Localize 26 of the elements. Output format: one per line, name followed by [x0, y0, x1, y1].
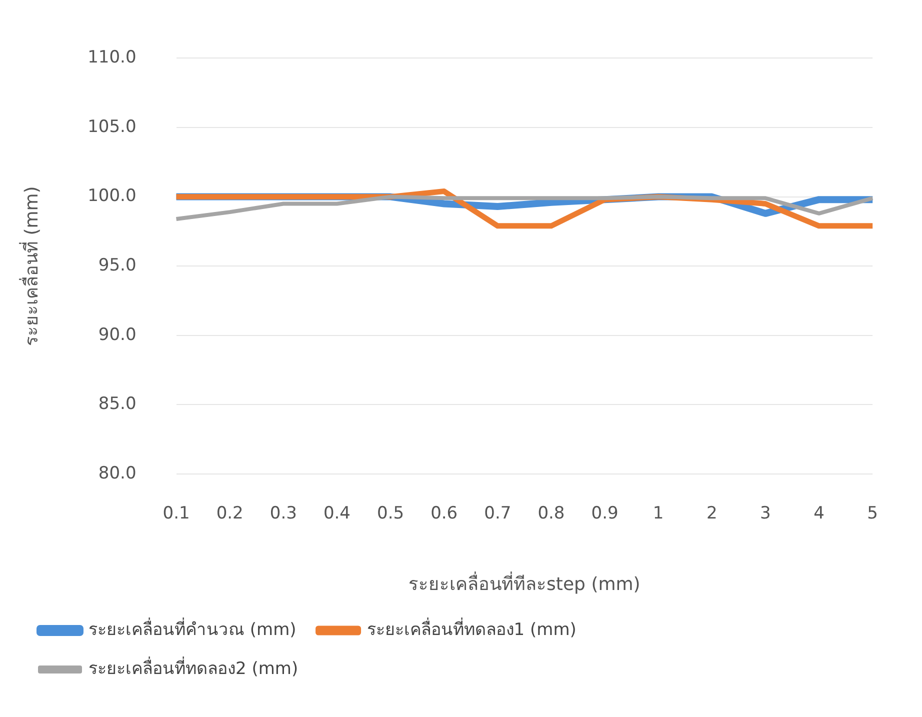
- x-tick-label: 0.4: [323, 504, 350, 524]
- legend-label: ระยะเคลื่อนที่ทดลอง2 (mm): [88, 656, 298, 679]
- x-tick-label: 0.2: [216, 504, 244, 524]
- y-tick-label: 85.0: [98, 394, 136, 414]
- y-tick-label: 105.0: [88, 116, 136, 137]
- x-axis-title: ระยะเคลื่อนที่ทีละstep (mm): [408, 570, 640, 595]
- x-tick-label: 4: [814, 504, 824, 524]
- x-tick-label: 2: [706, 504, 718, 524]
- y-tick-label: 90.0: [98, 324, 136, 345]
- y-tick-label: 80.0: [98, 463, 136, 484]
- x-tick-label: 1: [652, 504, 664, 524]
- y-axis-title: ระยะเคลื่อนที่ (mm): [18, 186, 42, 346]
- x-tick-label: 0.8: [538, 504, 565, 524]
- y-tick-label: 100.0: [88, 186, 136, 206]
- x-tick-label: 0.9: [591, 504, 618, 524]
- x-tick-label: 0.3: [270, 504, 297, 524]
- x-tick-label: 3: [760, 504, 771, 524]
- x-tick-label: 0.1: [162, 504, 190, 524]
- x-tick-label: 0.5: [377, 504, 404, 524]
- legend-label: ระยะเคลื่อนที่ทดลอง1 (mm): [366, 616, 576, 640]
- x-tick-label: 0.7: [484, 504, 512, 524]
- y-tick-label: 95.0: [98, 256, 136, 276]
- y-tick-label: 110.0: [88, 48, 136, 68]
- legend-label: ระยะเคลื่อนที่คำนวณ (mm): [88, 616, 296, 640]
- x-tick-label: 0.6: [430, 504, 458, 524]
- x-tick-label: 5: [867, 504, 878, 524]
